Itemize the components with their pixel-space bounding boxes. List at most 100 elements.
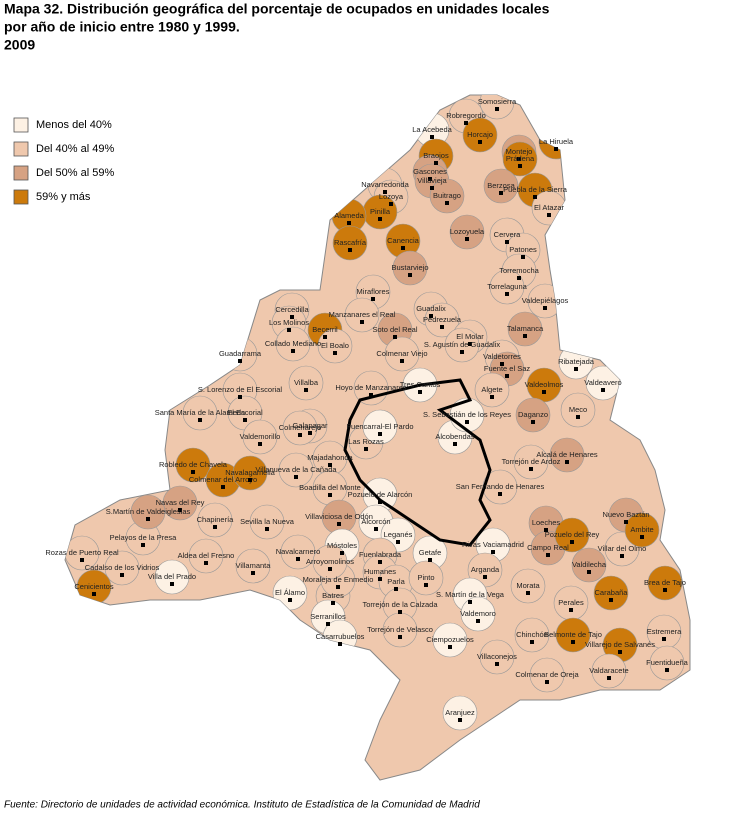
- municipality-name: Tres Cantos: [400, 380, 441, 389]
- municipality-seat: [464, 121, 468, 125]
- municipality-name: Cadalso de los Vidrios: [85, 563, 160, 572]
- municipality-seat: [291, 349, 295, 353]
- municipality-area: [571, 547, 607, 583]
- municipality-seat: [338, 642, 342, 646]
- municipality-name: Fuenlabrada: [359, 550, 402, 559]
- municipality-seat: [394, 587, 398, 591]
- municipality-seat: [336, 585, 340, 589]
- municipality-area: [560, 392, 596, 428]
- municipality-seat: [393, 335, 397, 339]
- municipality-name: Sevilla la Nueva: [240, 517, 295, 526]
- municipality-name: Morata: [516, 581, 540, 590]
- municipality-name: Ambite: [630, 525, 653, 534]
- municipality-name: El Álamo: [275, 588, 305, 597]
- municipality-area: [429, 178, 465, 214]
- municipality-area: [479, 639, 515, 675]
- municipality-name: Valdemorillo: [240, 432, 281, 441]
- municipality-name: Guadarrama: [219, 349, 262, 358]
- municipality-name: S. Martín de la Vega: [436, 590, 505, 599]
- municipality-area: [591, 653, 627, 689]
- municipality-area: [104, 550, 140, 586]
- legend-label: Del 40% al 49%: [36, 143, 114, 155]
- municipality-seat: [465, 237, 469, 241]
- municipality-name: El Escorial: [227, 408, 263, 417]
- municipality-seat: [505, 292, 509, 296]
- municipality-seat: [258, 442, 262, 446]
- municipality-name: Alcobendas: [435, 432, 474, 441]
- municipality-name: Pinto: [417, 573, 434, 582]
- municipality-name: Valdaracete: [589, 666, 628, 675]
- municipality-name: Lozoya: [379, 192, 404, 201]
- municipality-area: [242, 419, 278, 455]
- municipality-seat: [547, 213, 551, 217]
- municipality-seat: [517, 157, 521, 161]
- municipality-area: [624, 512, 660, 548]
- municipality-area: [449, 214, 485, 250]
- municipality-area: [474, 372, 510, 408]
- municipality-area: [489, 269, 525, 305]
- municipality-seat: [396, 540, 400, 544]
- municipality-seat: [331, 601, 335, 605]
- municipality-area: [130, 494, 166, 530]
- title-line: por año de inicio entre 1980 y 1999.: [4, 19, 240, 35]
- municipality-name: Villaviciosa de Odón: [305, 512, 373, 521]
- municipality-area: [154, 559, 190, 595]
- municipality-seat: [476, 619, 480, 623]
- municipality-seat: [337, 522, 341, 526]
- municipality-seat: [483, 575, 487, 579]
- municipality-area: [444, 327, 480, 363]
- municipality-seat: [478, 140, 482, 144]
- municipality-seat: [92, 592, 96, 596]
- municipality-seat: [543, 306, 547, 310]
- municipality-area: [249, 504, 285, 540]
- municipality-name: Las Rozas: [348, 437, 384, 446]
- madrid-boundary: [343, 378, 492, 547]
- municipality-area: [554, 517, 590, 553]
- municipality-name: Somosierra: [478, 97, 517, 106]
- municipality-seat: [418, 390, 422, 394]
- municipality-area: [513, 444, 549, 480]
- municipality-area: [232, 455, 268, 491]
- municipality-seat: [191, 470, 195, 474]
- municipality-area: [424, 302, 460, 338]
- municipality-seat: [609, 598, 613, 602]
- municipality-seat: [213, 525, 217, 529]
- municipality-area: [282, 410, 318, 446]
- municipality-name: Gascones: [413, 167, 447, 176]
- municipality-seat: [401, 246, 405, 250]
- municipality-name: Arroyomolinos: [306, 557, 354, 566]
- municipality-name: Campo Real: [527, 543, 569, 552]
- municipality-seat: [517, 276, 521, 280]
- municipality-seat: [570, 540, 574, 544]
- municipality-seat: [290, 315, 294, 319]
- municipality-seat: [640, 535, 644, 539]
- municipality-name: Navas del Rey: [156, 498, 205, 507]
- municipality-name: La Acebeda: [412, 125, 452, 134]
- municipality-seat: [328, 493, 332, 497]
- municipality-seat: [500, 362, 504, 366]
- legend-swatch: [13, 165, 29, 181]
- municipality-seat: [542, 390, 546, 394]
- municipality-seat: [498, 492, 502, 496]
- municipality-name: Aranjuez: [445, 708, 475, 717]
- municipality-name: Rivas Vaciamadrid: [462, 540, 524, 549]
- municipality-seat: [287, 328, 291, 332]
- municipality-name: Canencia: [387, 236, 420, 245]
- municipality-seat: [288, 598, 292, 602]
- municipality-name: Pedrezuela: [423, 315, 462, 324]
- municipality-name: Casarrubuelos: [316, 632, 365, 641]
- municipality-name: Majadahonda: [307, 453, 353, 462]
- municipality-seat: [620, 554, 624, 558]
- municipality-name: Horcajo: [467, 130, 493, 139]
- municipality-area: [432, 622, 468, 658]
- municipality-name: S.Martín de Valdeiglesias: [106, 507, 191, 516]
- municipality-seat: [348, 248, 352, 252]
- municipality-name: Humanes: [364, 567, 396, 576]
- municipality-name: Pozuelo del Rey: [545, 530, 600, 539]
- municipality-name: Nuevo Baztán: [602, 510, 649, 519]
- municipality-name: Fuente el Saz: [484, 364, 531, 373]
- municipality-name: Fuentidueña: [646, 658, 689, 667]
- municipality-name: Torrejón de Velasco: [367, 625, 433, 634]
- municipality-seat: [453, 442, 457, 446]
